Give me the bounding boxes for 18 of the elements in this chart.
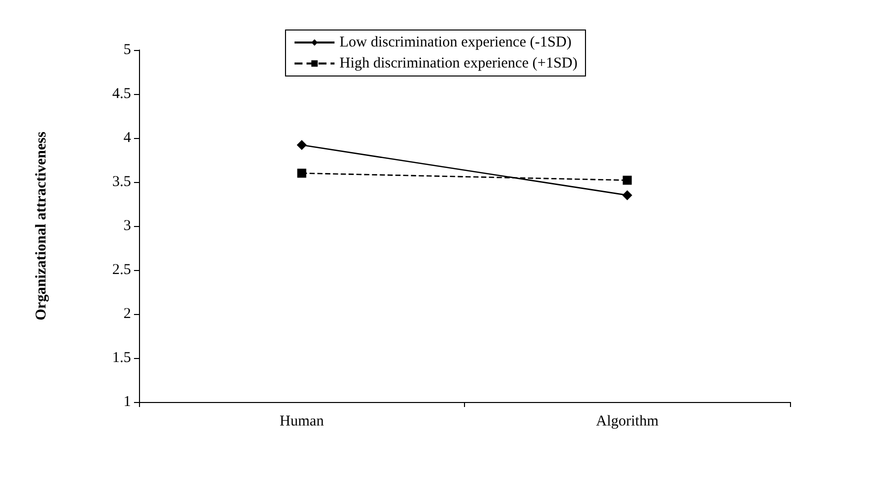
y-tick-label: 3 (124, 218, 131, 234)
y-tick-label: 4.5 (112, 86, 131, 102)
x-tick-label: Human (280, 414, 324, 430)
y-tick-label: 5 (124, 42, 131, 58)
x-tick-label: Algorithm (596, 414, 659, 430)
point (622, 176, 632, 185)
point (296, 140, 307, 150)
y-tick-label: 1 (124, 394, 131, 410)
y-tick-label: 1.5 (112, 350, 131, 366)
y-tick-label: 3.5 (112, 174, 131, 190)
point (297, 168, 306, 178)
legend-label: High discrimination experience (+1SD) (340, 56, 578, 72)
y-tick-label: 4 (124, 130, 132, 146)
y-tick-label: 2.5 (112, 262, 131, 278)
point (622, 190, 632, 200)
y-axis-title: Organizational attractiveness (34, 131, 50, 320)
legend-label: Low discrimination experience (-1SD) (340, 34, 572, 50)
y-tick-label: 2 (124, 306, 131, 322)
